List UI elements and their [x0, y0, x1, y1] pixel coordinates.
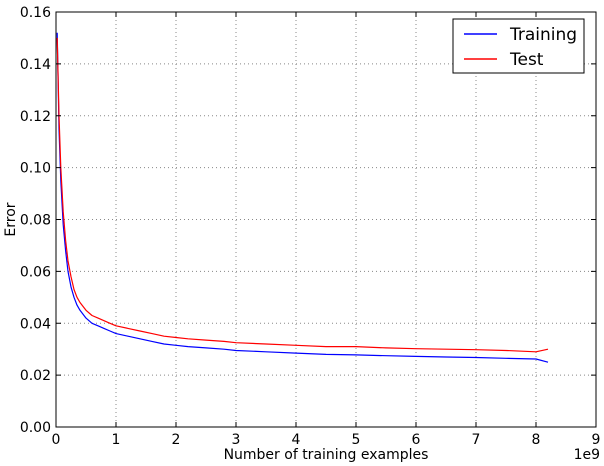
- y-tick-label: 0.00: [20, 420, 51, 436]
- x-tick-label: 5: [352, 432, 361, 448]
- series-line-training: [56, 32, 549, 363]
- legend: Training Test: [452, 18, 585, 74]
- series-layer: [56, 32, 549, 363]
- legend-label-training: Training: [509, 25, 577, 45]
- legend-label-test: Test: [509, 50, 544, 70]
- x-tick-label: 9: [592, 432, 601, 448]
- y-tick-label: 0.14: [20, 57, 51, 73]
- y-tick-label: 0.06: [20, 264, 51, 280]
- series-line-test: [56, 37, 549, 353]
- y-tick-label: 0.02: [20, 368, 51, 384]
- x-tick-label: 7: [472, 432, 481, 448]
- y-tick-label: 0.04: [20, 316, 51, 332]
- y-tick-label: 0.10: [20, 161, 51, 177]
- y-tick-label: 0.16: [20, 5, 51, 21]
- ticks: 0 1 2 3 4 5 6 7 8 9 0.00 0.02 0.04 0.06 0.08 0.10 0.12 0.…: [20, 5, 601, 448]
- x-tick-label: 0: [52, 432, 61, 448]
- x-tick-label: 4: [292, 432, 301, 448]
- x-tick-label: 1: [112, 432, 121, 448]
- legend-box: [452, 18, 585, 74]
- x-axis-label: Number of training examples: [224, 447, 429, 462]
- x-tick-label: 3: [232, 432, 241, 448]
- y-tick-label: 0.12: [20, 109, 51, 125]
- y-axis-label: Error: [3, 202, 19, 236]
- x-tick-label: 8: [532, 432, 541, 448]
- x-tick-label: 2: [172, 432, 181, 448]
- y-tick-label: 0.08: [20, 213, 51, 229]
- x-axis-multiplier: 1e9: [574, 447, 600, 462]
- x-tick-label: 6: [412, 432, 421, 448]
